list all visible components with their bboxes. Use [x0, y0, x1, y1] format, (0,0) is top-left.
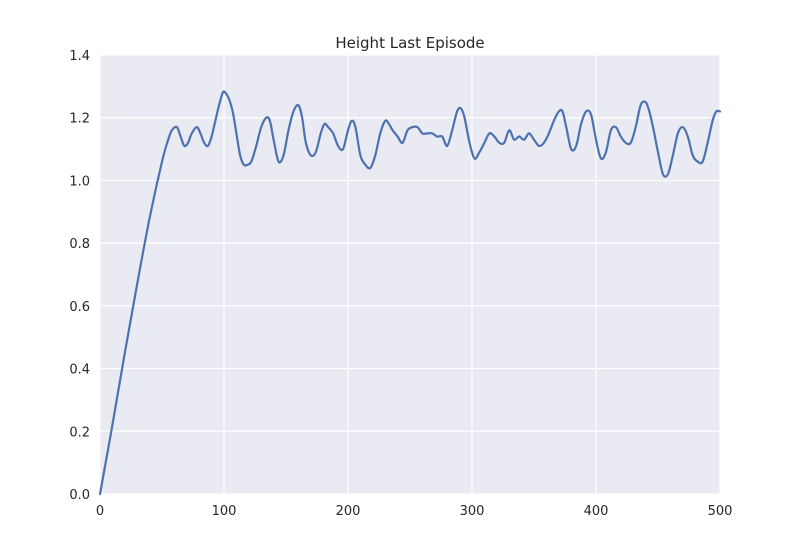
x-tick-label: 500: [708, 504, 733, 519]
series-line: [98, 90, 722, 496]
tick-labels: 0 100 200 300 400 500 0.0 0.2 0.4 0.6 0.8 1.0 1.2 1.4: [69, 49, 732, 519]
x-tick-label: 100: [212, 504, 237, 519]
chart-title: Height Last Episode: [335, 34, 484, 52]
y-tick-label: 0.2: [69, 425, 90, 440]
y-tick-label: 0.8: [69, 237, 90, 252]
y-tick-label: 1.4: [69, 49, 90, 64]
x-tick-label: 0: [96, 504, 104, 519]
y-tick-label: 1.0: [69, 174, 90, 189]
y-tick-label: 0.6: [69, 300, 90, 315]
y-tick-label: 1.2: [69, 112, 90, 127]
x-tick-label: 200: [336, 504, 361, 519]
x-tick-label: 400: [584, 504, 609, 519]
grid-layer: [99, 54, 721, 495]
y-tick-label: 0.0: [69, 488, 90, 503]
y-tick-label: 0.4: [69, 363, 90, 378]
x-tick-label: 300: [460, 504, 485, 519]
plot-area-background: [100, 55, 720, 494]
series-layer: [98, 90, 722, 496]
